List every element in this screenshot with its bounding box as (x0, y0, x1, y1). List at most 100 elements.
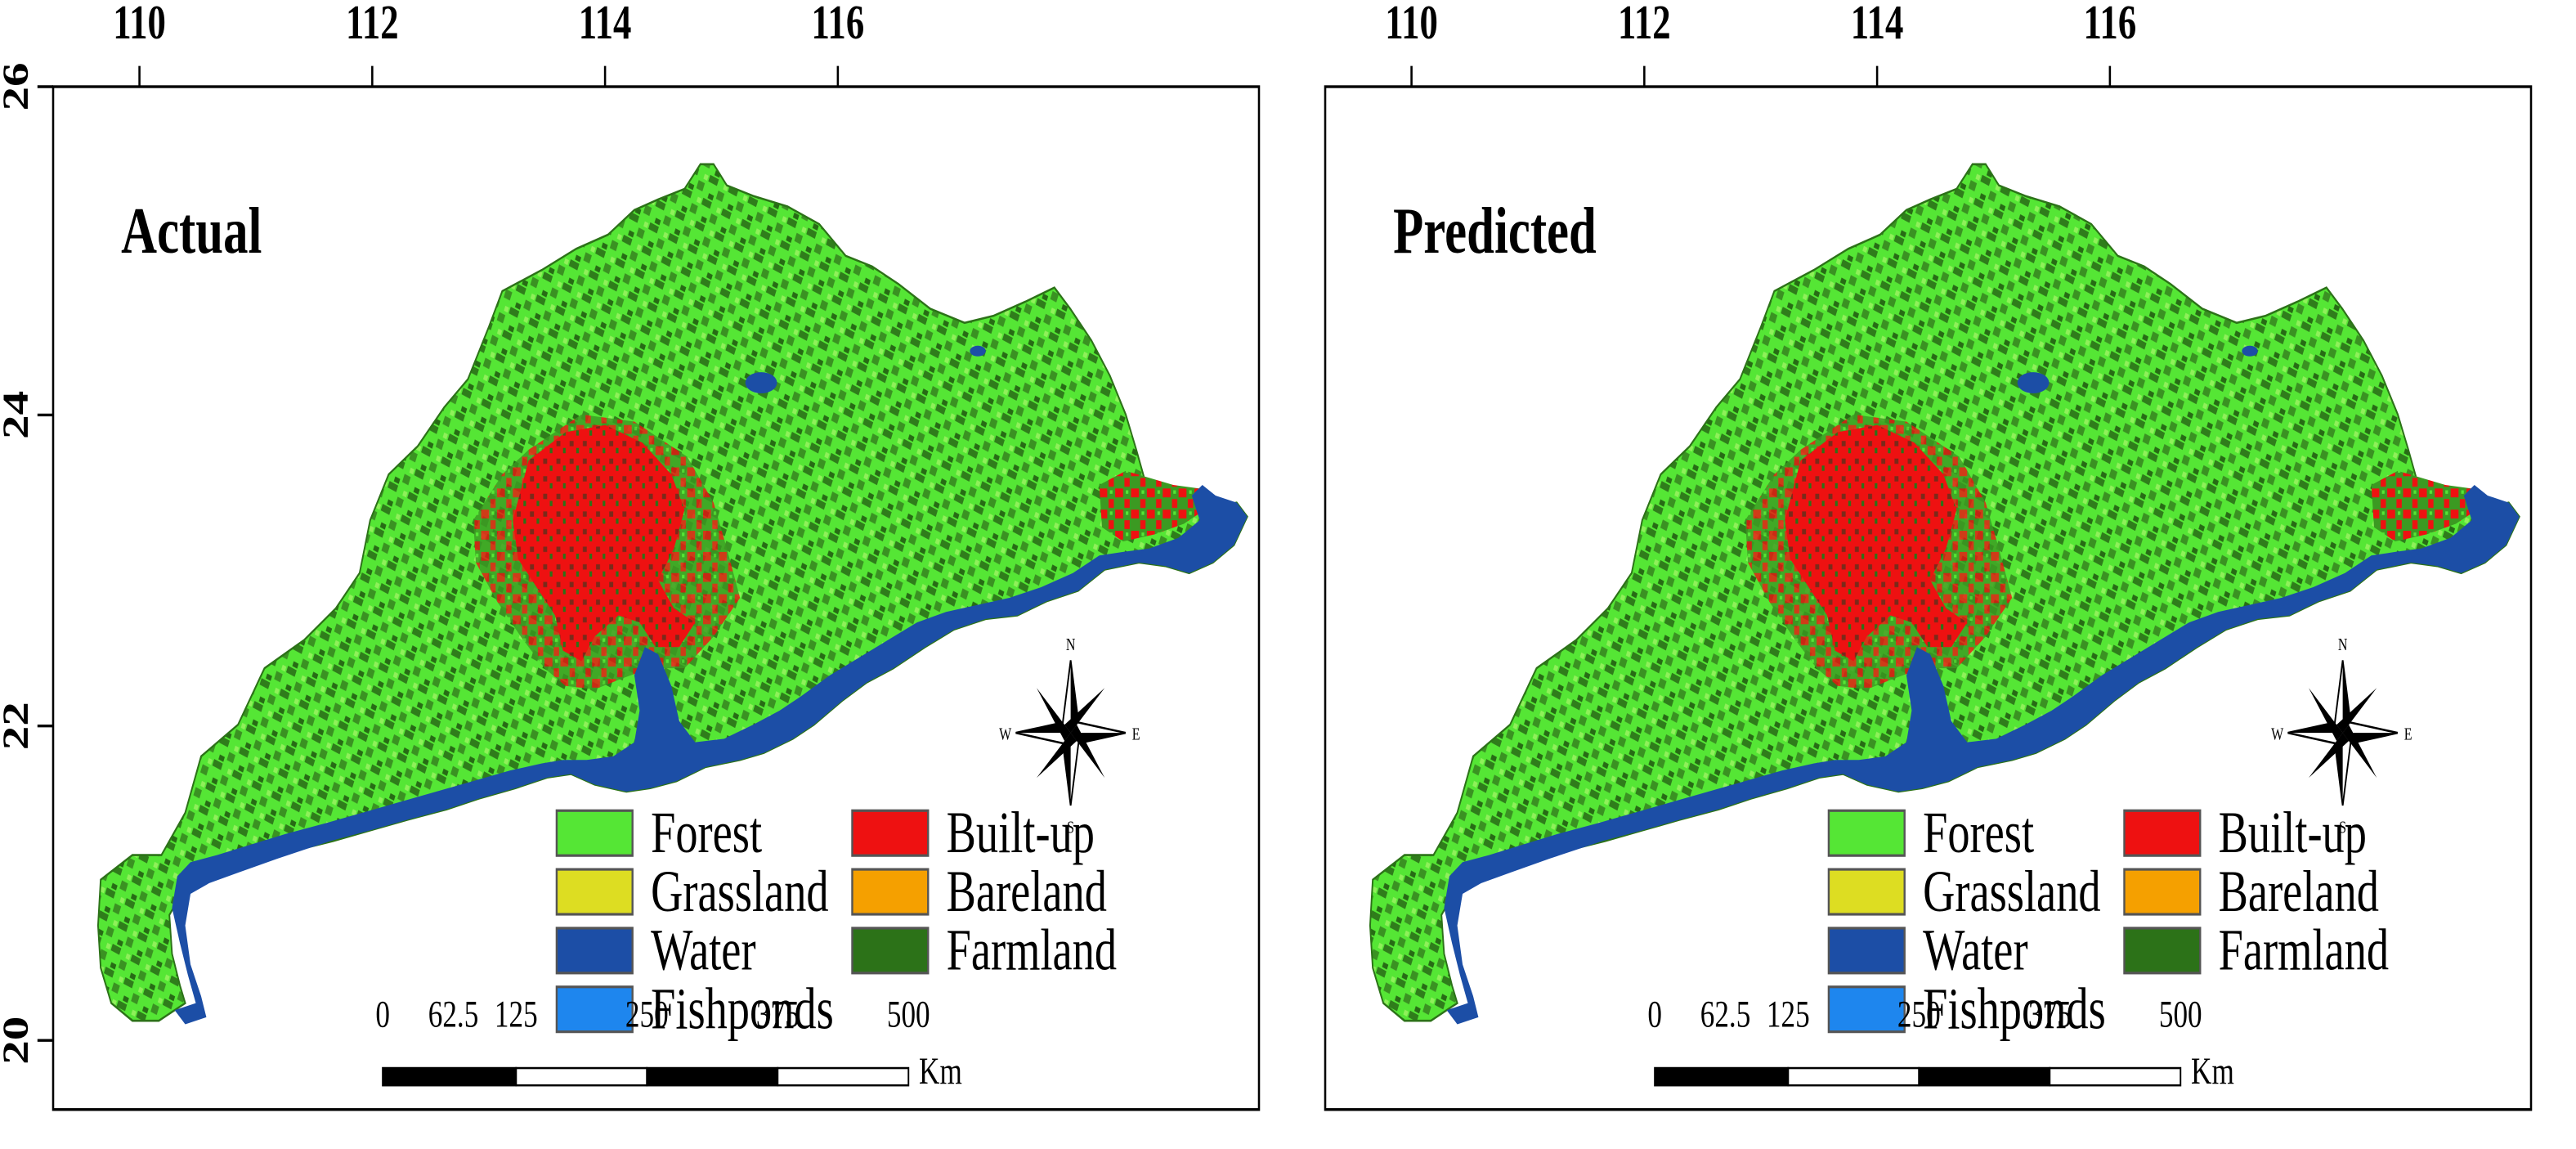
map-panel-predicted: Predicted 110 112 114 116 N E S W Forest Built-up G… (1324, 0, 2533, 1111)
legend-label: Water (1923, 917, 2027, 982)
legend-item: Farmland (851, 917, 1118, 982)
legend-item: Built-up (851, 800, 1095, 865)
compass-ray (2336, 688, 2377, 734)
map-area (1369, 163, 2520, 1025)
compass-label-e: E (2404, 725, 2412, 745)
compass-label-s: S (2339, 819, 2346, 838)
scale-label: 125 (495, 993, 538, 1035)
x-tick-label: 114 (1851, 0, 1904, 49)
compass-label-w: W (999, 725, 1011, 745)
land-cover-builtup-east (2371, 470, 2477, 541)
scale-label: 500 (887, 993, 930, 1035)
legend-label: Grassland (651, 859, 829, 924)
land-cover-water-coast (172, 485, 1248, 1025)
legend-label: Water (651, 917, 755, 982)
x-tick-label: 110 (1385, 0, 1438, 49)
legend-label: Farmland (947, 917, 1118, 982)
y-tick-label: 24 (0, 391, 36, 439)
panel-title: Actual (121, 195, 262, 267)
scale-label: 62.5 (428, 993, 479, 1035)
scale-segment (382, 1066, 517, 1087)
map-area (96, 163, 1248, 1025)
compass-ray (2309, 733, 2350, 779)
scale-unit: Km (919, 1049, 962, 1092)
scale-label: 125 (1767, 993, 1810, 1035)
legend-label: Fishponds (1923, 976, 2106, 1041)
x-tick-label: 112 (1618, 0, 1671, 49)
legend-label: Bareland (2219, 859, 2379, 924)
legend-swatch (1827, 985, 1906, 1034)
compass-ray (2342, 725, 2377, 779)
compass-ray (1064, 688, 1105, 734)
legend-swatch (555, 868, 634, 916)
legend-item: Fishponds (555, 976, 834, 1041)
scale-label: 250 (625, 993, 669, 1035)
x-tick-label: 114 (579, 0, 632, 49)
map-panel-actual: Actual 110 112 114 116 26 24 22 20 N E S W Forest Buil… (0, 0, 1261, 1111)
compass-label-w: W (2271, 725, 2283, 745)
legend-swatch (555, 809, 634, 857)
legend-swatch (1827, 809, 1906, 857)
legend: Forest Built-up Grassland Bareland Water Farm… (1827, 800, 2390, 1041)
legend-swatch (2123, 927, 2202, 975)
compass-ray (1037, 688, 1071, 742)
land-cover-builtup-core (1785, 424, 1968, 662)
legend-item: Built-up (2123, 800, 2367, 865)
legend-label: Built-up (2219, 800, 2367, 865)
compass-ray (1070, 725, 1105, 779)
compass-ray (1037, 733, 1077, 779)
land-cover-builtup-east (1099, 470, 1205, 541)
scale-label: 375 (2028, 993, 2072, 1035)
legend-item: Grassland (1827, 859, 2101, 924)
legend-swatch (851, 809, 930, 857)
compass-label-n: N (2338, 635, 2348, 655)
scale-bar: 0 62.5 125 250 375 500 Km (1647, 993, 2233, 1093)
legend-swatch (851, 927, 930, 975)
legend-label: Farmland (2219, 917, 2390, 982)
legend-swatch (2123, 868, 2202, 916)
legend-item: Forest (555, 800, 762, 865)
compass-label-e: E (1132, 725, 1140, 745)
scale-label: 500 (2159, 993, 2202, 1035)
scale-label: 62.5 (1700, 993, 1751, 1035)
scale-segment (777, 1066, 910, 1087)
scale-segment (646, 1066, 779, 1087)
legend-swatch (555, 927, 634, 975)
compass-label-s: S (1067, 819, 1074, 838)
compass-label-n: N (1066, 635, 1076, 655)
legend-label: Forest (651, 800, 762, 865)
scale-label: 0 (1647, 993, 1662, 1035)
panel-title: Predicted (1393, 195, 1597, 267)
legend-item: Grassland (555, 859, 829, 924)
legend-item: Bareland (2123, 859, 2379, 924)
scale-bar: 0 62.5 125 250 375 500 Km (375, 993, 961, 1093)
compass-rose: N E S W (2271, 635, 2412, 838)
scale-segment (1918, 1066, 2051, 1087)
land-cover-water-reservoir (2017, 372, 2050, 393)
legend-label: Fishponds (651, 976, 834, 1041)
scale-segment (1654, 1066, 1790, 1087)
legend-item: Water (1827, 917, 2028, 982)
legend-swatch (2123, 809, 2202, 857)
legend-swatch (1827, 868, 1906, 916)
legend-label: Grassland (1923, 859, 2101, 924)
x-tick-label: 110 (113, 0, 166, 49)
y-tick-label: 26 (0, 62, 36, 110)
scale-segment (515, 1066, 648, 1087)
scale-segment (2049, 1066, 2182, 1087)
legend-swatch (1827, 927, 1906, 975)
legend-swatch (555, 985, 634, 1034)
land-cover-water-reservoir (745, 372, 777, 393)
land-cover-water-coast (1444, 485, 2520, 1025)
legend-item: Forest (1827, 800, 2034, 865)
compass-ray (2309, 688, 2343, 742)
legend: Forest Built-up Grassland Bareland Water Farm… (555, 800, 1118, 1041)
legend-label: Forest (1923, 800, 2034, 865)
scale-label: 0 (375, 993, 390, 1035)
legend-swatch (851, 868, 930, 916)
legend-label: Bareland (947, 859, 1107, 924)
scale-label: 375 (756, 993, 800, 1035)
y-tick-label: 20 (0, 1017, 36, 1065)
